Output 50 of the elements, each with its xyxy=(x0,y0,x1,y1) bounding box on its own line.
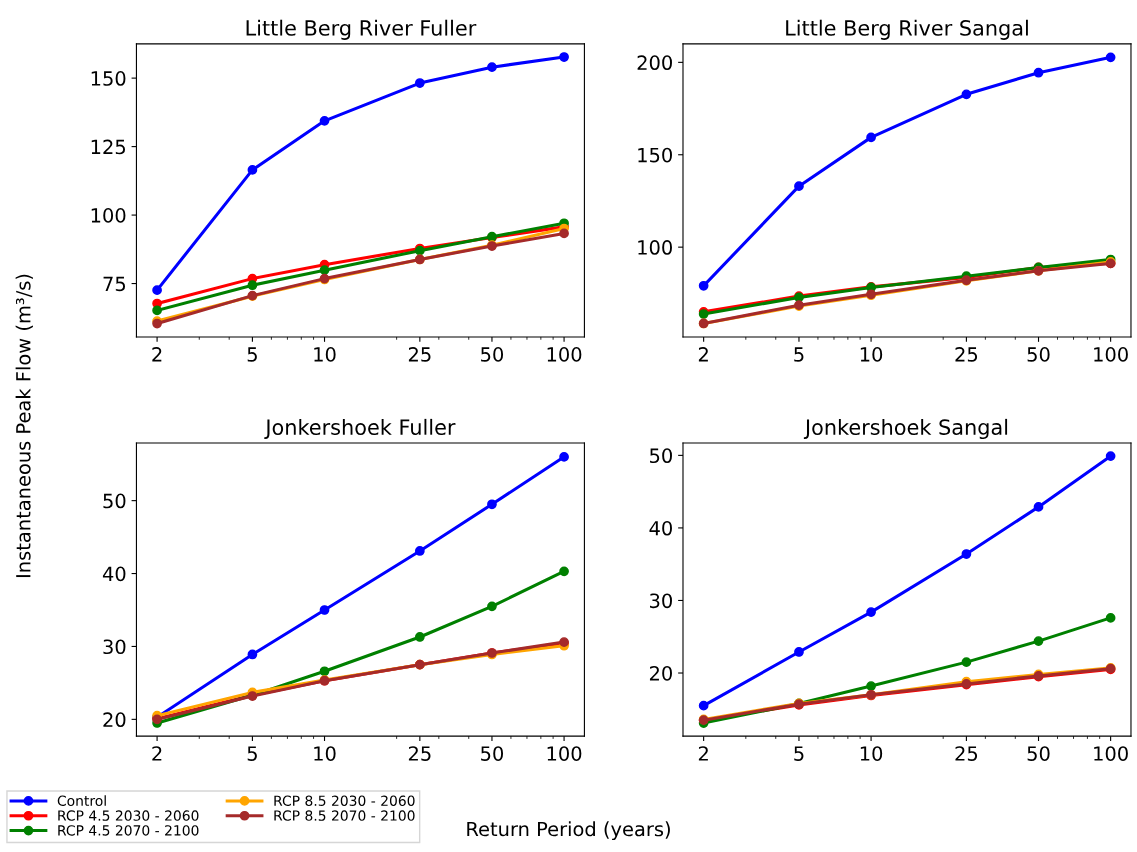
x-tick-label: 50 xyxy=(1027,746,1050,761)
x-tick-label: 50 xyxy=(1027,347,1050,362)
y-tick-label: 20 xyxy=(103,712,126,728)
y-tick-label: 100 xyxy=(91,208,126,223)
x-tick-label: 10 xyxy=(860,746,883,761)
chart-title: Jonkershoek Sangal xyxy=(803,418,1008,440)
y-tick-label: 150 xyxy=(638,147,672,163)
x-tick-label: 100 xyxy=(1094,746,1128,761)
x-tick-label: 100 xyxy=(547,746,582,761)
y-tick-label: 100 xyxy=(638,240,672,255)
y-tick-label: 20 xyxy=(649,665,672,681)
y-tick-label: 40 xyxy=(102,566,126,582)
legend-label: RCP 8.5 2070 - 2100 xyxy=(274,810,415,821)
x-tick-label: 2 xyxy=(152,746,162,761)
y-tick-label: 50 xyxy=(650,448,672,464)
x-tick-label: 2 xyxy=(152,347,162,362)
y-tick-label: 50 xyxy=(103,493,126,509)
y-tick-label: 30 xyxy=(103,639,126,655)
chart-title: Jonkershoek Fuller xyxy=(264,418,456,439)
x-tick-label: 100 xyxy=(1094,347,1128,362)
x-tick-label: 10 xyxy=(314,746,336,761)
legend-label: RCP 4.5 2030 - 2060 xyxy=(58,810,199,821)
y-tick-label: 200 xyxy=(637,55,672,71)
x-tick-label: 2 xyxy=(698,746,708,761)
x-axis-title: Return Period (years) xyxy=(467,821,670,841)
legend-label: Control xyxy=(57,795,106,806)
x-tick-label: 5 xyxy=(247,746,257,761)
y-tick-label: 40 xyxy=(649,520,672,536)
legend-label: RCP 4.5 2070 - 2100 xyxy=(58,825,199,836)
chart-title: Little Berg River Fuller xyxy=(246,19,477,40)
legend-label: RCP 8.5 2030 - 2060 xyxy=(274,795,415,806)
x-tick-label: 10 xyxy=(860,347,883,362)
x-tick-label: 2 xyxy=(698,347,708,362)
x-tick-label: 25 xyxy=(955,347,978,362)
y-tick-label: 30 xyxy=(650,593,672,609)
x-tick-label: 5 xyxy=(794,746,804,761)
x-tick-label: 50 xyxy=(481,347,504,362)
x-tick-label: 10 xyxy=(314,347,336,362)
y-tick-label: 150 xyxy=(91,71,126,86)
x-tick-label: 50 xyxy=(481,746,504,761)
x-tick-label: 5 xyxy=(794,347,804,362)
x-tick-label: 5 xyxy=(247,347,257,362)
x-tick-label: 25 xyxy=(408,746,431,761)
y-tick-label: 75 xyxy=(103,276,126,292)
y-tick-label: 125 xyxy=(91,139,126,155)
y-axis-title: Instantaneous Peak Flow (m³/s) xyxy=(15,274,33,578)
chart-title: Little Berg River Sangal xyxy=(786,19,1028,40)
x-tick-label: 100 xyxy=(547,347,582,362)
x-tick-label: 25 xyxy=(955,746,978,761)
x-tick-label: 25 xyxy=(408,347,431,362)
